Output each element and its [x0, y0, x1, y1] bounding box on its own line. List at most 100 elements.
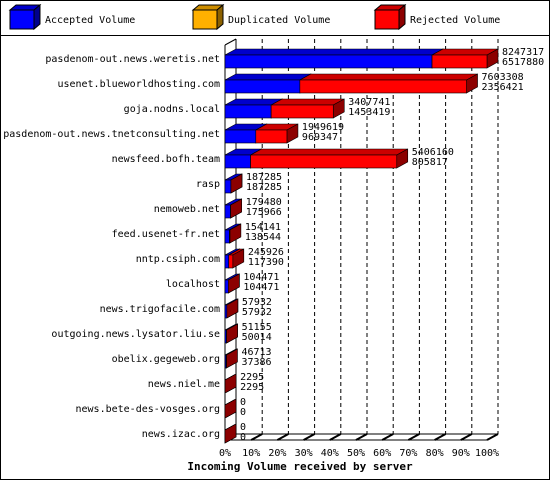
accepted-label: 6517880 — [502, 57, 544, 68]
bar-top — [250, 148, 408, 156]
bar — [224, 229, 230, 244]
x-tick-label: 100% — [475, 448, 499, 459]
total-label: 1949619 — [302, 122, 344, 133]
y-tick-label: news.niel.me — [148, 379, 220, 390]
total-label: 245926 — [248, 247, 284, 258]
y-tick-label: pasdenom-out.news.tnetconsulting.net — [3, 129, 220, 140]
legend-swatch-side — [33, 3, 41, 31]
legend-swatch — [374, 9, 400, 30]
accepted-label: 104471 — [243, 282, 279, 293]
bar-top — [271, 98, 345, 106]
bar — [299, 79, 467, 94]
y-tick-label: pasdenom-out.news.weretis.net — [45, 54, 220, 65]
x-tick-label: 30% — [295, 448, 313, 459]
bar-side — [224, 373, 237, 394]
y-tick-label: usenet.blueworldhosting.com — [57, 79, 220, 90]
accepted-label: 969347 — [302, 132, 338, 143]
tick-mark — [460, 433, 473, 441]
accepted-label: 57932 — [242, 307, 272, 318]
y-tick-label: news.izac.org — [142, 429, 220, 440]
accepted-label: 0 — [240, 432, 246, 443]
bar — [250, 154, 398, 169]
total-label: 179480 — [246, 197, 282, 208]
bar-top — [224, 73, 312, 81]
y-tick-label: news.bete-des-vosges.org — [76, 404, 221, 415]
bar — [228, 254, 234, 269]
tick-mark — [486, 433, 499, 441]
bar-side — [224, 398, 237, 419]
total-label: 0 — [240, 422, 246, 433]
total-label: 51155 — [242, 322, 272, 333]
accepted-label: 2295 — [240, 382, 264, 393]
bar-top — [224, 48, 444, 56]
accepted-label: 2356421 — [482, 82, 524, 93]
x-tick-label: 50% — [347, 448, 365, 459]
legend-swatch-side — [398, 3, 406, 31]
tick-mark — [276, 433, 289, 441]
y-tick-label: obelix.gegeweb.org — [112, 354, 220, 365]
accepted-label: 138544 — [245, 232, 281, 243]
bar-side — [224, 423, 237, 444]
total-label: 3407741 — [348, 97, 390, 108]
y-tick-label: news.trigofacile.com — [100, 304, 220, 315]
accepted-label: 1453419 — [348, 107, 390, 118]
bar — [255, 129, 288, 144]
x-tick-label: 10% — [242, 448, 260, 459]
x-tick-label: 60% — [373, 448, 391, 459]
total-label: 5406160 — [412, 147, 454, 158]
legend-swatch — [9, 9, 35, 30]
bar-side — [228, 273, 240, 294]
total-label: 0 — [240, 397, 246, 408]
accepted-label: 805817 — [412, 157, 448, 168]
bar — [431, 54, 488, 69]
tick-mark — [329, 433, 342, 441]
x-tick-label: 40% — [321, 448, 339, 459]
bar — [224, 179, 232, 194]
legend-swatch-side — [216, 3, 224, 31]
accepted-label: 175966 — [246, 207, 282, 218]
x-tick-label: 20% — [268, 448, 286, 459]
bar — [224, 54, 433, 69]
tick-mark — [303, 433, 316, 441]
y-tick-label: feed.usenet-fr.net — [112, 229, 220, 240]
x-tick-label: 80% — [426, 448, 444, 459]
bar — [270, 104, 334, 119]
bar-side — [226, 298, 239, 319]
y-tick-label: localhost — [166, 279, 220, 290]
legend-label: Rejected Volume — [410, 15, 500, 26]
total-label: 57932 — [242, 297, 272, 308]
total-label: 104471 — [243, 272, 279, 283]
y-tick-label: goja.nodns.local — [124, 104, 220, 115]
legend-label: Duplicated Volume — [228, 15, 330, 26]
bar — [224, 279, 229, 294]
x-tick-label: 70% — [399, 448, 417, 459]
tick-mark — [407, 433, 420, 441]
tick-mark — [381, 433, 394, 441]
bar-top — [299, 73, 478, 81]
accepted-label: 187285 — [246, 182, 282, 193]
bar — [224, 204, 231, 219]
legend-label: Accepted Volume — [45, 15, 135, 26]
x-tick-label: 90% — [452, 448, 470, 459]
bar — [224, 254, 230, 269]
total-label: 46713 — [241, 347, 271, 358]
total-label: 7603308 — [482, 72, 524, 83]
total-label: 187285 — [246, 172, 282, 183]
total-label: 8247317 — [502, 47, 544, 58]
y-tick-label: outgoing.news.lysator.liu.se — [51, 329, 220, 340]
legend-swatch — [192, 9, 218, 30]
y-tick-label: newsfeed.bofh.team — [112, 154, 220, 165]
bar — [224, 104, 272, 119]
total-label: 2295 — [240, 372, 264, 383]
x-axis-title: Incoming Volume received by server — [187, 460, 413, 473]
bar — [224, 154, 251, 169]
bar — [224, 129, 257, 144]
total-label: 154141 — [245, 222, 281, 233]
x-tick-label: 0% — [219, 448, 231, 459]
y-tick-label: rasp — [196, 179, 220, 190]
tick-mark — [355, 433, 368, 441]
y-tick-label: nemoweb.net — [154, 204, 220, 215]
bar-side — [230, 173, 243, 194]
accepted-label: 117390 — [248, 257, 284, 268]
